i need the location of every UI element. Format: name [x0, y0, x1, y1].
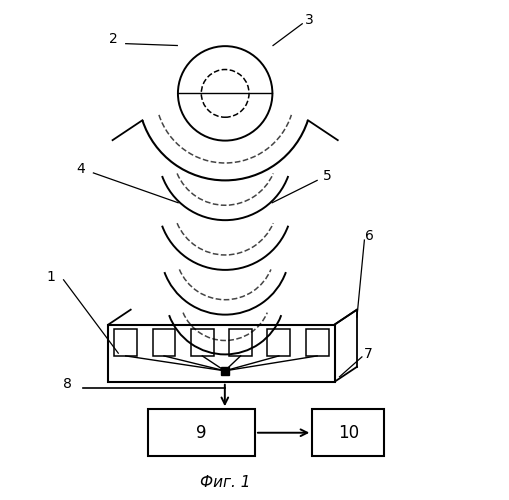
Text: 4: 4 — [76, 162, 85, 176]
Text: 6: 6 — [364, 229, 373, 243]
Text: 1: 1 — [47, 270, 55, 284]
Bar — [190, 328, 213, 356]
Text: 9: 9 — [196, 424, 206, 442]
Text: 2: 2 — [109, 32, 118, 46]
Text: Фиг. 1: Фиг. 1 — [200, 475, 250, 490]
Bar — [229, 328, 251, 356]
Bar — [148, 409, 254, 457]
Text: 8: 8 — [63, 377, 71, 391]
Bar — [114, 328, 137, 356]
Bar — [312, 409, 383, 457]
Text: 5: 5 — [322, 170, 331, 183]
Bar — [152, 328, 175, 356]
Bar — [305, 328, 328, 356]
Text: 3: 3 — [305, 13, 314, 27]
Bar — [267, 328, 290, 356]
Text: 7: 7 — [363, 348, 372, 362]
Text: 10: 10 — [337, 424, 358, 442]
Bar — [108, 324, 334, 382]
